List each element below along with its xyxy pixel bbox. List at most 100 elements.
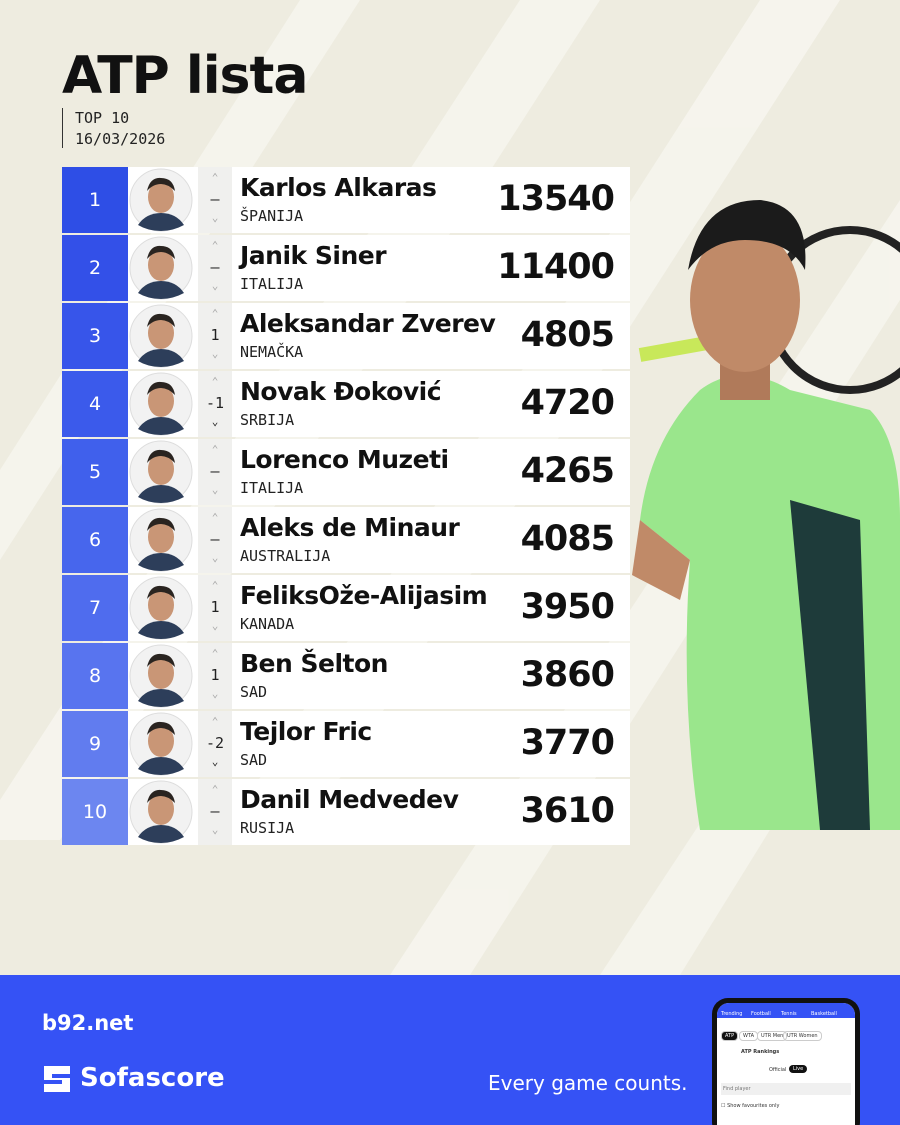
player-name: Tejlor Fric: [240, 717, 372, 746]
change-cell: ⌃ – ⌄: [198, 167, 232, 233]
arrow-down: ⌄: [211, 347, 219, 360]
change-cell: ⌃ – ⌄: [198, 439, 232, 505]
player-cell: Novak Đoković SRBIJA 4720: [232, 371, 630, 437]
points: 11400: [497, 247, 615, 287]
change: –: [210, 802, 220, 820]
arrow-up: ⌃: [211, 443, 219, 456]
player-country: SAD: [240, 683, 268, 701]
phone-tab: Tennis: [781, 1011, 797, 1017]
avatar: [129, 440, 193, 504]
change: –: [210, 190, 220, 208]
phone-toggle: Official: [769, 1067, 787, 1073]
avatar-cell: [128, 575, 198, 641]
points: 4805: [520, 315, 615, 355]
avatar: [129, 644, 193, 708]
player-country: ITALIJA: [240, 275, 304, 293]
arrow-down: ⌄: [211, 279, 219, 292]
table-row: 9 ⌃ -2 ⌄ Tejlor Fric SAD 3770: [62, 711, 630, 777]
player-name: Ben Šelton: [240, 649, 388, 678]
arrow-up: ⌃: [211, 239, 219, 252]
change: -2: [205, 734, 225, 752]
phone-filters: ATP WTA UTR Men UTR Women: [721, 1031, 851, 1041]
avatar-cell: [128, 167, 198, 233]
arrow-up: ⌃: [211, 171, 219, 184]
arrow-down: ⌄: [211, 687, 219, 700]
player-name: Janik Siner: [240, 241, 387, 270]
date: 16/03/2026: [75, 130, 166, 148]
rank: 7: [62, 575, 128, 641]
player-cell: Tejlor Fric SAD 3770: [232, 711, 630, 777]
phone-checkbox-label: Show favourites only: [727, 1103, 780, 1109]
avatar-cell: [128, 303, 198, 369]
arrow-down: ⌄: [211, 823, 219, 836]
table-row: 3 ⌃ 1 ⌄ Aleksandar Zverev NEMAČKA 4805: [62, 303, 630, 369]
player-country: AUSTRALIJA: [240, 547, 331, 565]
change: –: [210, 258, 220, 276]
player-country: SRBIJA: [240, 411, 295, 429]
avatar: [129, 372, 193, 436]
avatar-cell: [128, 711, 198, 777]
change: 1: [210, 666, 220, 684]
rank: 1: [62, 167, 128, 233]
avatar-cell: [128, 643, 198, 709]
player-country: RUSIJA: [240, 819, 295, 837]
player-name: Novak Đoković: [240, 377, 442, 406]
phone: Trending Football Tennis Basketball ATP WTA U…: [712, 998, 860, 1125]
change: 1: [210, 326, 220, 344]
player-cell: FeliksOže-Alijasim KANADA 3950: [232, 575, 630, 641]
arrow-up: ⌃: [211, 375, 219, 388]
change-cell: ⌃ – ⌄: [198, 235, 232, 301]
player-cell: Lorenco Muzeti ITALIJA 4265: [232, 439, 630, 505]
avatar: [129, 236, 193, 300]
player-cell: Aleksandar Zverev NEMAČKA 4805: [232, 303, 630, 369]
table-row: 4 ⌃ -1 ⌄ Novak Đoković SRBIJA 4720: [62, 371, 630, 437]
phone-tab: Basketball: [811, 1011, 837, 1017]
change: –: [210, 462, 220, 480]
table-row: 6 ⌃ – ⌄ Aleks de Minaur AUSTRALIJA 4085: [62, 507, 630, 573]
change-cell: ⌃ -1 ⌄: [198, 371, 232, 437]
arrow-up: ⌃: [211, 307, 219, 320]
avatar: [129, 304, 193, 368]
points: 4265: [520, 451, 615, 491]
phone-search: Find player: [721, 1083, 851, 1095]
change-cell: ⌃ -2 ⌄: [198, 711, 232, 777]
points: 3860: [520, 655, 615, 695]
avatar-cell: [128, 507, 198, 573]
change: –: [210, 530, 220, 548]
rank: 10: [62, 779, 128, 845]
avatar: [129, 576, 193, 640]
rank: 8: [62, 643, 128, 709]
arrow-down: ⌄: [211, 755, 219, 768]
phone-tab: Football: [751, 1011, 771, 1017]
rank: 4: [62, 371, 128, 437]
player-name: Lorenco Muzeti: [240, 445, 449, 474]
avatar-cell: [128, 439, 198, 505]
rank: 2: [62, 235, 128, 301]
arrow-up: ⌃: [211, 647, 219, 660]
arrow-down: ⌄: [211, 211, 219, 224]
phone-screen: Trending Football Tennis Basketball ATP WTA U…: [717, 1003, 855, 1125]
player-cell: Ben Šelton SAD 3860: [232, 643, 630, 709]
points: 3770: [520, 723, 615, 763]
arrow-down: ⌄: [211, 619, 219, 632]
avatar: [129, 780, 193, 844]
avatar: [129, 508, 193, 572]
change-cell: ⌃ 1 ⌄: [198, 575, 232, 641]
table-row: 7 ⌃ 1 ⌄ FeliksOže-Alijasim KANADA 3950: [62, 575, 630, 641]
table-row: 10 ⌃ – ⌄ Danil Medvedev RUSIJA 3610: [62, 779, 630, 845]
player-cell: Danil Medvedev RUSIJA 3610: [232, 779, 630, 845]
table-row: 2 ⌃ – ⌄ Janik Siner ITALIJA 11400: [62, 235, 630, 301]
change-cell: ⌃ – ⌄: [198, 779, 232, 845]
arrow-up: ⌃: [211, 783, 219, 796]
player-name: Aleks de Minaur: [240, 513, 460, 542]
player-country: NEMAČKA: [240, 343, 304, 361]
player-country: SAD: [240, 751, 268, 769]
player-country: ITALIJA: [240, 479, 304, 497]
points: 4720: [520, 383, 615, 423]
phone-heading: ATP Rankings: [741, 1049, 780, 1055]
arrow-down: ⌄: [211, 415, 219, 428]
phone-filter: ATP: [721, 1031, 739, 1041]
rank: 9: [62, 711, 128, 777]
points: 3610: [520, 791, 615, 831]
